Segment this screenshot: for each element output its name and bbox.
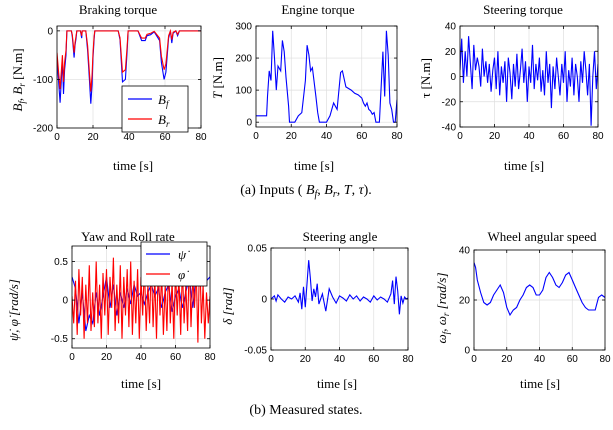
x-tick-label: 20	[300, 354, 312, 365]
panel-title: Wheel angular speed	[487, 229, 597, 244]
legend: Bf Br	[121, 85, 189, 133]
y-tick-label: 0	[450, 72, 456, 83]
x-tick-label: 0	[457, 131, 463, 142]
y-tick-label: 0	[62, 296, 68, 307]
x-tick-label: 80	[592, 131, 604, 142]
y-tick-label: 40	[459, 246, 471, 257]
x-tick-label: 40	[123, 132, 135, 143]
panel-title: Steering angle	[303, 229, 378, 244]
panel-title: Yaw and Roll rate	[81, 229, 175, 244]
y-tick-label: 0.05	[248, 244, 268, 255]
x-tick-label: 20	[87, 132, 99, 143]
x-axis-label: time [s]	[504, 158, 544, 173]
series-line-δ	[271, 260, 408, 315]
x-tick-label: 60	[558, 131, 570, 142]
caption-a: (a) Inputs ( Bf, Br, T, τ).	[240, 183, 372, 200]
x-tick-label: 60	[567, 354, 579, 365]
panel-title: Engine torque	[281, 2, 355, 17]
y-tick-label: -100	[33, 75, 53, 86]
series-line-τ	[460, 36, 598, 126]
y-axis-label: T [N.m]	[210, 57, 225, 99]
legend: ψ̇ φ̇	[140, 241, 208, 287]
x-tick-label: 80	[599, 354, 611, 365]
caption-b: (b) Measured states.	[249, 403, 362, 418]
y-tick-label: -20	[442, 97, 457, 108]
legend-label-phi: φ̇	[178, 267, 189, 282]
panel-yaw-roll-rate: Yaw and Roll rate 0 20 40 60 80-0.500.5 time…	[6, 229, 216, 391]
panel-wheel-speed: Wheel angular speed 0 20 40 60 80 0 20 40 time …	[434, 229, 611, 391]
y-tick-label: 0	[47, 26, 53, 37]
y-tick-label: 0.5	[54, 257, 68, 268]
y-axis-label: δ [rad]	[220, 287, 235, 324]
x-tick-label: 60	[368, 354, 380, 365]
y-tick-label: 0	[246, 118, 252, 129]
panel-engine-torque: Engine torque 0 20 40 60 80 0 100 200 300 time […	[210, 2, 403, 173]
panel-title: Braking torque	[79, 2, 158, 17]
x-axis-label: time [s]	[520, 376, 560, 391]
x-axis-label: time [s]	[113, 158, 153, 173]
y-tick-label: 20	[459, 296, 471, 307]
y-axis-label: ψ̇, φ̇ [rad/s]	[6, 279, 21, 341]
y-tick-label: 20	[445, 47, 457, 58]
y-axis-label: τ [N.m]	[418, 58, 433, 98]
x-tick-label: 0	[471, 354, 477, 365]
x-tick-label: 20	[489, 131, 501, 142]
x-tick-label: 20	[501, 354, 513, 365]
x-tick-label: 60	[356, 131, 368, 142]
legend-label-bf: Bf	[158, 92, 170, 109]
x-tick-label: 0	[268, 354, 274, 365]
x-tick-label: 20	[101, 352, 113, 363]
x-tick-label: 80	[391, 131, 403, 142]
y-tick-label: -200	[33, 124, 53, 135]
y-tick-label: 0	[261, 295, 267, 306]
y-tick-label: 0	[464, 346, 470, 357]
y-tick-label: -40	[442, 123, 457, 134]
x-axis-label: time [s]	[121, 376, 161, 391]
x-axis-label: time [s]	[317, 376, 357, 391]
x-tick-label: 40	[523, 131, 535, 142]
x-tick-label: 0	[253, 131, 259, 142]
x-tick-label: 0	[69, 352, 75, 363]
panel-braking-torque: Braking torque 0 20 40 60 80 0 -100 -200 time […	[10, 2, 207, 173]
x-tick-label: 40	[135, 352, 147, 363]
y-tick-label: 100	[235, 86, 252, 97]
panel-steering-torque: Steering torque 0 20 40 60 80 -40 -20 0 20 40 tim…	[418, 2, 604, 173]
x-tick-label: 40	[321, 131, 333, 142]
x-tick-label: 0	[54, 132, 60, 143]
x-tick-label: 80	[402, 354, 414, 365]
x-axis-label: time [s]	[294, 158, 334, 173]
y-tick-label: 40	[445, 22, 457, 33]
y-tick-label: 200	[235, 54, 252, 65]
x-tick-label: 60	[159, 132, 171, 143]
series-line-ω_f	[474, 262, 605, 317]
legend-label-br: Br	[158, 112, 170, 129]
y-tick-label: 300	[235, 22, 252, 33]
x-tick-label: 80	[204, 352, 216, 363]
x-tick-label: 60	[170, 352, 182, 363]
y-tick-label: -0.05	[244, 346, 267, 357]
series-line-B_r	[57, 28, 201, 92]
x-tick-label: 40	[334, 354, 346, 365]
y-tick-label: -0.5	[51, 334, 69, 345]
panel-title: Steering torque	[483, 2, 563, 17]
x-tick-label: 80	[195, 132, 207, 143]
x-tick-label: 40	[534, 354, 546, 365]
y-axis-label: Bf, Br [N.m]	[10, 48, 27, 111]
y-axis-label: ωf, ωr [rad/s]	[434, 272, 451, 343]
series-line-T	[256, 30, 397, 123]
x-tick-label: 20	[286, 131, 298, 142]
